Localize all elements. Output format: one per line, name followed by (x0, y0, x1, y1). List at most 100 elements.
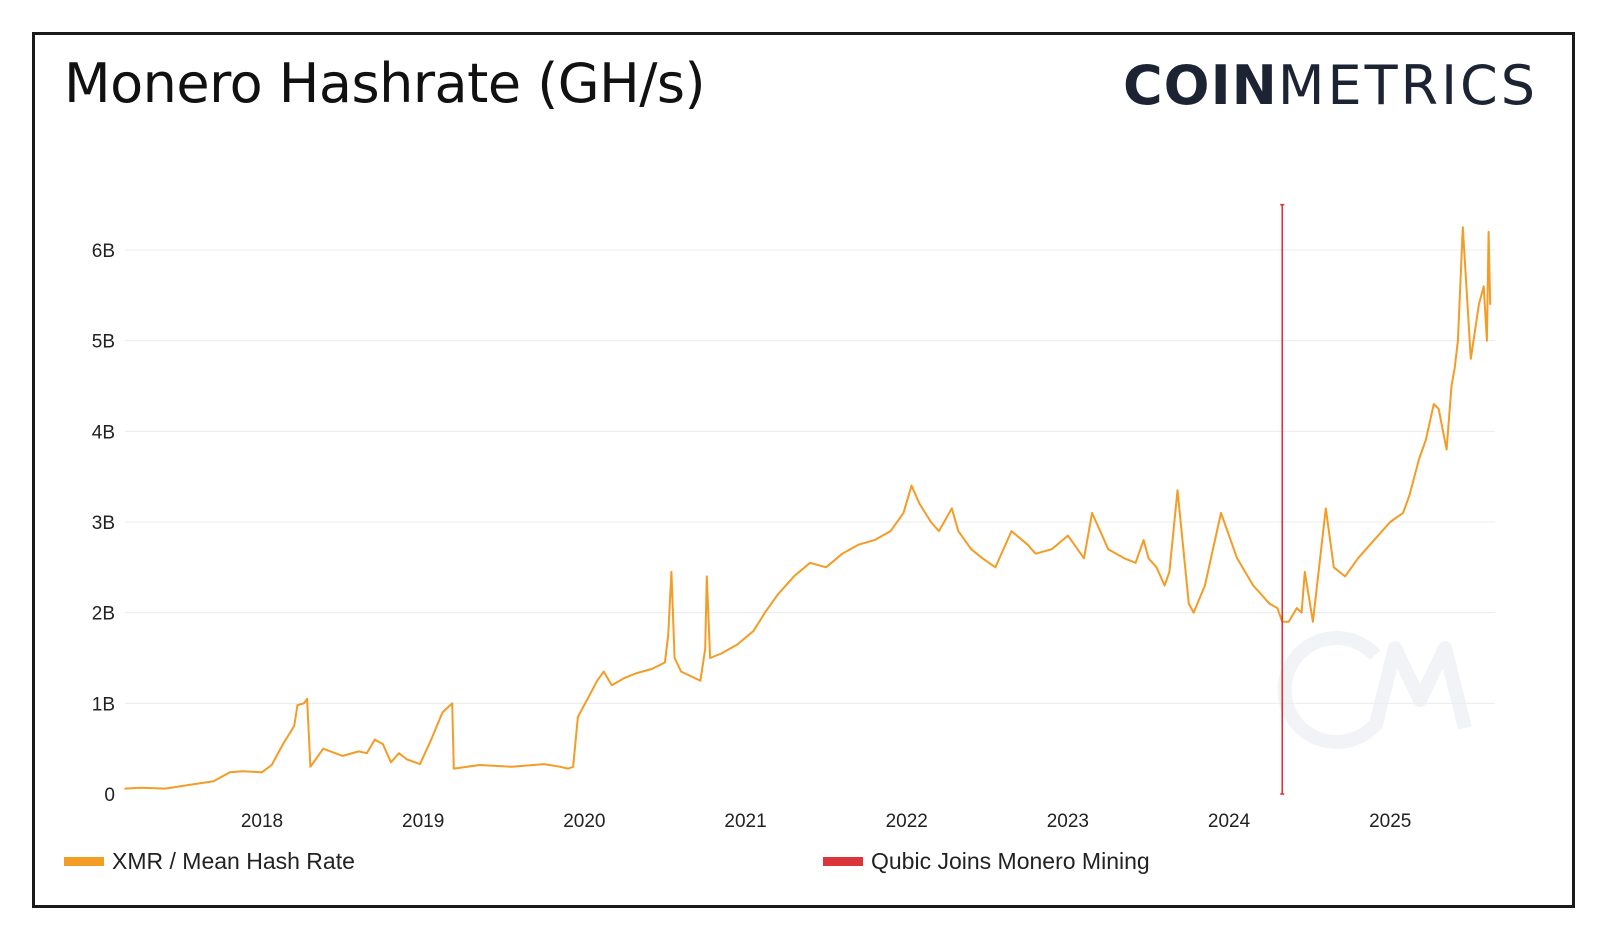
data-point (1357, 557, 1359, 560)
data-point (1445, 448, 1448, 451)
data-point (270, 764, 273, 766)
data-point (857, 543, 860, 546)
data-point (164, 787, 167, 790)
data-point (841, 552, 843, 555)
data-point (511, 766, 513, 768)
data-point (918, 503, 921, 505)
data-point (419, 763, 421, 765)
data-point (667, 634, 669, 637)
data-point (124, 787, 126, 790)
data-point (623, 677, 626, 679)
data-point (1457, 339, 1459, 342)
data-point (1325, 507, 1327, 510)
data-point (1462, 226, 1464, 229)
data-point (229, 771, 231, 773)
data-point (809, 562, 811, 564)
data-point (453, 767, 455, 770)
data-point (1176, 489, 1179, 492)
data-point (1296, 607, 1298, 609)
y-tick-label: 4B (92, 422, 115, 443)
data-point (706, 575, 708, 578)
x-tick-label: 2023 (1047, 811, 1089, 832)
data-point (793, 575, 795, 578)
y-tick-label: 5B (92, 332, 115, 353)
data-point (451, 702, 454, 705)
y-tick-label: 1B (92, 694, 115, 715)
data-point (1268, 602, 1271, 605)
chart-title: Monero Hashrate (GH/s) (64, 52, 706, 115)
data-point (366, 752, 368, 754)
chart-frame (32, 32, 1575, 908)
data-point (704, 648, 706, 650)
data-point (1487, 231, 1490, 233)
y-gridlines (125, 249, 1495, 704)
data-point (1067, 534, 1069, 537)
legend-item-qubic: Qubic Joins Monero Mining (823, 848, 1150, 875)
x-tick-label: 2024 (1208, 811, 1251, 832)
data-point (680, 670, 682, 673)
legend-label-hashrate: XMR / Mean Hash Rate (112, 848, 355, 874)
data-point (586, 698, 589, 700)
data-point (357, 750, 360, 753)
data-point (709, 657, 711, 659)
data-point (736, 643, 739, 646)
data-point (1433, 403, 1435, 405)
data-point (1344, 575, 1346, 578)
data-point (1478, 303, 1480, 306)
x-tick-label: 2022 (886, 811, 928, 832)
data-point (699, 679, 702, 682)
data-point (441, 711, 444, 714)
coinmetrics-logo: COINMETRICS (1123, 54, 1538, 117)
data-point (994, 566, 997, 569)
data-point (1163, 584, 1166, 587)
data-point (293, 725, 296, 727)
data-point (446, 707, 449, 709)
data-point (1107, 548, 1109, 550)
data-point (559, 766, 561, 768)
data-point (261, 771, 263, 773)
data-point (212, 780, 215, 783)
data-point (1091, 512, 1093, 514)
data-point (306, 698, 308, 700)
data-point (1304, 571, 1306, 573)
data-point (1123, 557, 1126, 560)
data-point (390, 761, 392, 764)
data-point (140, 786, 142, 789)
data-point (572, 766, 574, 768)
data-point (664, 661, 666, 664)
data-point (1402, 512, 1404, 514)
data-point (406, 758, 408, 761)
watermark-m-shape (1368, 641, 1472, 730)
data-point (543, 763, 545, 765)
data-point (1192, 611, 1195, 614)
data-point (670, 571, 673, 573)
data-point (1450, 385, 1453, 387)
data-point (1026, 543, 1029, 546)
y-tick-label: 3B (92, 513, 115, 534)
data-point (1300, 611, 1303, 614)
data-point (1453, 367, 1456, 369)
x-tick-label: 2025 (1369, 811, 1411, 832)
y-tick-label: 6B (92, 241, 115, 262)
x-tick-label: 2018 (241, 811, 283, 832)
data-point (374, 738, 376, 741)
data-point (1312, 620, 1314, 623)
data-point (1408, 494, 1411, 496)
data-point (1373, 539, 1375, 541)
data-point (1188, 602, 1190, 605)
series-layer (124, 226, 1492, 790)
x-axis-ticks: 2018 2019 2020 2021 2022 2023 2024 2025 (241, 811, 1412, 832)
data-point (1424, 439, 1427, 442)
data-point (602, 670, 605, 673)
data-point (1034, 552, 1037, 555)
data-point (673, 657, 676, 659)
y-tick-label: 2B (92, 604, 115, 625)
data-point (567, 767, 569, 770)
x-tick-label: 2019 (402, 811, 444, 832)
data-point (398, 752, 400, 754)
data-point (651, 668, 653, 670)
data-point (296, 704, 299, 706)
data-point (689, 675, 692, 677)
data-point (478, 764, 481, 766)
